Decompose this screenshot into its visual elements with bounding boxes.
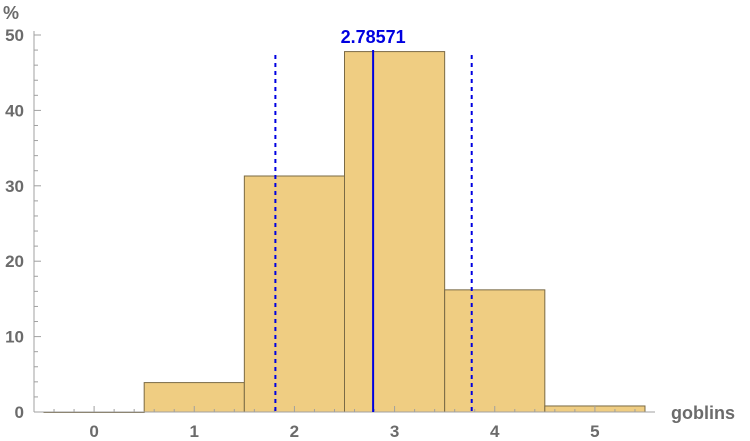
y-tick-label-40: 40 bbox=[5, 101, 24, 120]
x-tick-label-0: 0 bbox=[89, 422, 98, 441]
x-tick-label-3: 3 bbox=[390, 422, 399, 441]
y-tick-label-20: 20 bbox=[5, 252, 24, 271]
mean-value-label: 2.78571 bbox=[341, 27, 406, 47]
x-tick-label-5: 5 bbox=[590, 422, 599, 441]
y-tick-label-10: 10 bbox=[5, 328, 24, 347]
bar-3 bbox=[344, 51, 446, 413]
bar-2 bbox=[243, 175, 346, 413]
x-tick-label-1: 1 bbox=[190, 422, 199, 441]
y-tick-label-50: 50 bbox=[5, 26, 24, 45]
y-tick-label-30: 30 bbox=[5, 177, 24, 196]
bar-4 bbox=[444, 289, 546, 413]
x-axis-label: goblins bbox=[671, 403, 735, 423]
x-tick-label-2: 2 bbox=[290, 422, 299, 441]
x-tick-label-4: 4 bbox=[490, 422, 500, 441]
y-tick-label-0: 0 bbox=[15, 403, 24, 422]
y-axis-label: % bbox=[3, 3, 19, 23]
